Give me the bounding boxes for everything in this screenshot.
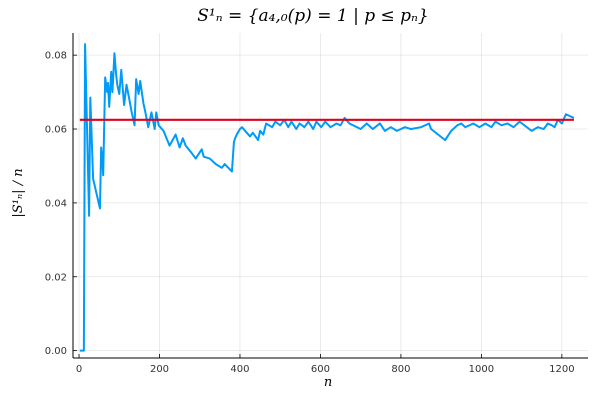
ratio-series-line bbox=[79, 43, 575, 352]
y-tick-label: 0.02 bbox=[45, 272, 67, 283]
axes bbox=[72, 33, 588, 359]
y-tick-label: 0.04 bbox=[45, 198, 67, 209]
chart-title: S¹ₙ = {a₄,₀(p) = 1 | p ≤ pₙ} bbox=[197, 6, 428, 26]
x-tick-label: 1200 bbox=[549, 364, 574, 375]
x-tick-label: 800 bbox=[391, 364, 410, 375]
x-tick-label: 200 bbox=[150, 364, 169, 375]
y-tick-label: 0.06 bbox=[45, 125, 67, 136]
x-tick-label: 600 bbox=[311, 364, 330, 375]
y-tick-label: 0.08 bbox=[45, 51, 67, 62]
ticks: 0 200 400 600 800 1000 1200 0.00 0.02 0.04 0.06 0.0… bbox=[45, 51, 575, 375]
x-tick-label: 400 bbox=[230, 364, 249, 375]
x-axis-label: n bbox=[324, 375, 332, 390]
grid bbox=[73, 33, 588, 358]
x-tick-label: 1000 bbox=[469, 364, 494, 375]
y-axis-label: |S¹ₙ| / n bbox=[11, 168, 26, 217]
series-lines bbox=[79, 43, 575, 352]
x-tick-label: 0 bbox=[76, 364, 82, 375]
y-tick-label: 0.00 bbox=[45, 346, 67, 357]
